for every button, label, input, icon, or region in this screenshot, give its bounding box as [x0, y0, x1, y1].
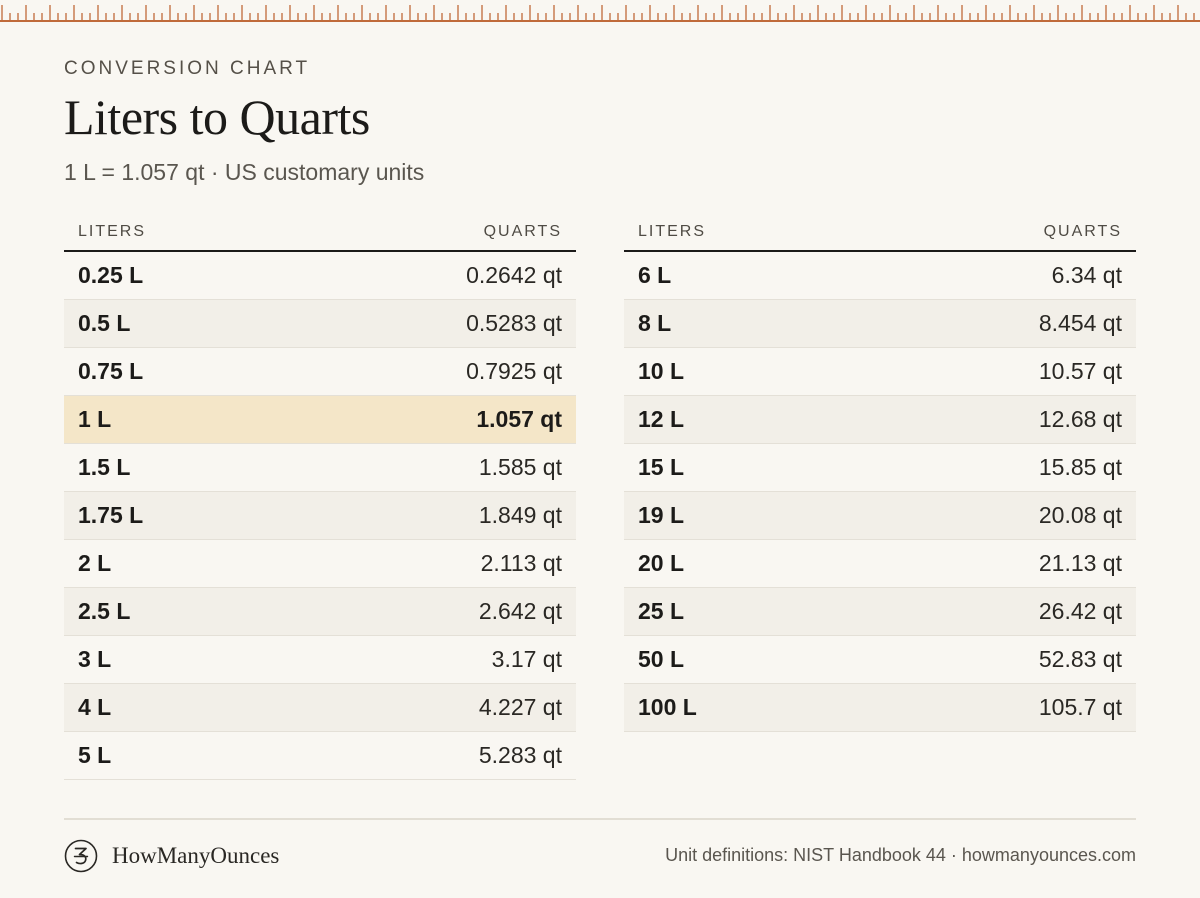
table-row: 0.25 L 0.2642 qt	[64, 252, 576, 300]
liters-value: 20 L	[638, 550, 685, 576]
table-header: LITERS QUARTS	[624, 214, 1136, 252]
quarts-value: 20.08 qt	[1038, 502, 1122, 528]
table-row: 50 L 52.83 qt	[624, 636, 1136, 684]
quarts-column-header: QUARTS	[1043, 223, 1122, 240]
brand-name: HowManyOunces	[112, 843, 280, 868]
decorative-ruler	[0, 5, 1200, 22]
footer-divider	[64, 818, 1136, 820]
conversion-table-left: LITERS QUARTS 0.25 L 0.2642 qt 0.5 L 0.5283…	[64, 214, 576, 780]
table-row-highlighted: 1 L 1.057 qt	[64, 396, 576, 444]
quarts-value: 1.057 qt	[476, 406, 562, 432]
liters-value: 8 L	[638, 310, 672, 336]
table-row: 100 L 105.7 qt	[624, 684, 1136, 732]
liters-value: 0.75 L	[78, 358, 144, 384]
quarts-value: 8.454 qt	[1038, 310, 1122, 336]
quarts-value: 4.227 qt	[478, 694, 562, 720]
liters-column-header: LITERS	[78, 223, 147, 240]
table-row: 2.5 L 2.642 qt	[64, 588, 576, 636]
quarts-column-header: QUARTS	[483, 223, 562, 240]
quarts-value: 15.85 qt	[1038, 454, 1122, 480]
liters-value: 2.5 L	[78, 598, 131, 624]
quarts-value: 12.68 qt	[1038, 406, 1122, 432]
quarts-value: 52.83 qt	[1038, 646, 1122, 672]
table-header: LITERS QUARTS	[64, 214, 576, 252]
liters-column-header: LITERS	[638, 223, 707, 240]
page-title: Liters to Quarts	[64, 89, 370, 145]
quarts-value: 1.849 qt	[478, 502, 562, 528]
table-body: 0.25 L 0.2642 qt 0.5 L 0.5283 qt 0.75 L 0.792…	[64, 252, 576, 780]
table-row: 6 L 6.34 qt	[624, 252, 1136, 300]
table-row: 0.5 L 0.5283 qt	[64, 300, 576, 348]
source-credit: Unit definitions: NIST Handbook 44 · how…	[665, 845, 1136, 865]
liters-value: 10 L	[638, 358, 685, 384]
liters-value: 1 L	[78, 406, 112, 432]
liters-value: 100 L	[638, 694, 697, 720]
table-row: 1.75 L 1.849 qt	[64, 492, 576, 540]
liters-value: 50 L	[638, 646, 685, 672]
table-row: 5 L 5.283 qt	[64, 732, 576, 780]
liters-value: 1.5 L	[78, 454, 131, 480]
table-row: 3 L 3.17 qt	[64, 636, 576, 684]
liters-value: 3 L	[78, 646, 112, 672]
liters-value: 1.75 L	[78, 502, 144, 528]
table-row: 0.75 L 0.7925 qt	[64, 348, 576, 396]
table-row: 25 L 26.42 qt	[624, 588, 1136, 636]
liters-value: 4 L	[78, 694, 112, 720]
page-eyebrow: CONVERSION CHART	[64, 58, 311, 79]
liters-value: 19 L	[638, 502, 685, 528]
quarts-value: 105.7 qt	[1038, 694, 1122, 720]
table-row: 2 L 2.113 qt	[64, 540, 576, 588]
brand-logo-icon	[64, 839, 98, 873]
table-row: 12 L 12.68 qt	[624, 396, 1136, 444]
liters-value: 0.5 L	[78, 310, 131, 336]
page-subtitle: 1 L = 1.057 qt · US customary units	[64, 159, 425, 185]
quarts-value: 2.642 qt	[478, 598, 562, 624]
table-row: 15 L 15.85 qt	[624, 444, 1136, 492]
quarts-value: 26.42 qt	[1038, 598, 1122, 624]
table-row: 1.5 L 1.585 qt	[64, 444, 576, 492]
table-row: 8 L 8.454 qt	[624, 300, 1136, 348]
quarts-value: 1.585 qt	[478, 454, 562, 480]
liters-value: 25 L	[638, 598, 685, 624]
quarts-value: 0.2642 qt	[466, 262, 562, 288]
table-row: 4 L 4.227 qt	[64, 684, 576, 732]
table-body: 6 L 6.34 qt 8 L 8.454 qt 10 L 10.57 qt 12 L 12.…	[624, 252, 1136, 732]
quarts-value: 2.113 qt	[480, 550, 562, 576]
liters-value: 12 L	[638, 406, 685, 432]
quarts-value: 6.34 qt	[1051, 262, 1122, 288]
quarts-value: 0.5283 qt	[466, 310, 562, 336]
liters-value: 2 L	[78, 550, 112, 576]
quarts-value: 5.283 qt	[478, 742, 562, 768]
table-row: 10 L 10.57 qt	[624, 348, 1136, 396]
quarts-value: 10.57 qt	[1038, 358, 1122, 384]
quarts-value: 3.17 qt	[491, 646, 562, 672]
quarts-value: 21.13 qt	[1038, 550, 1122, 576]
table-row: 19 L 20.08 qt	[624, 492, 1136, 540]
liters-value: 5 L	[78, 742, 112, 768]
brand: HowManyOunces	[64, 838, 279, 874]
liters-value: 15 L	[638, 454, 685, 480]
liters-value: 6 L	[638, 262, 672, 288]
liters-value: 0.25 L	[78, 262, 144, 288]
quarts-value: 0.7925 qt	[466, 358, 562, 384]
table-row: 20 L 21.13 qt	[624, 540, 1136, 588]
